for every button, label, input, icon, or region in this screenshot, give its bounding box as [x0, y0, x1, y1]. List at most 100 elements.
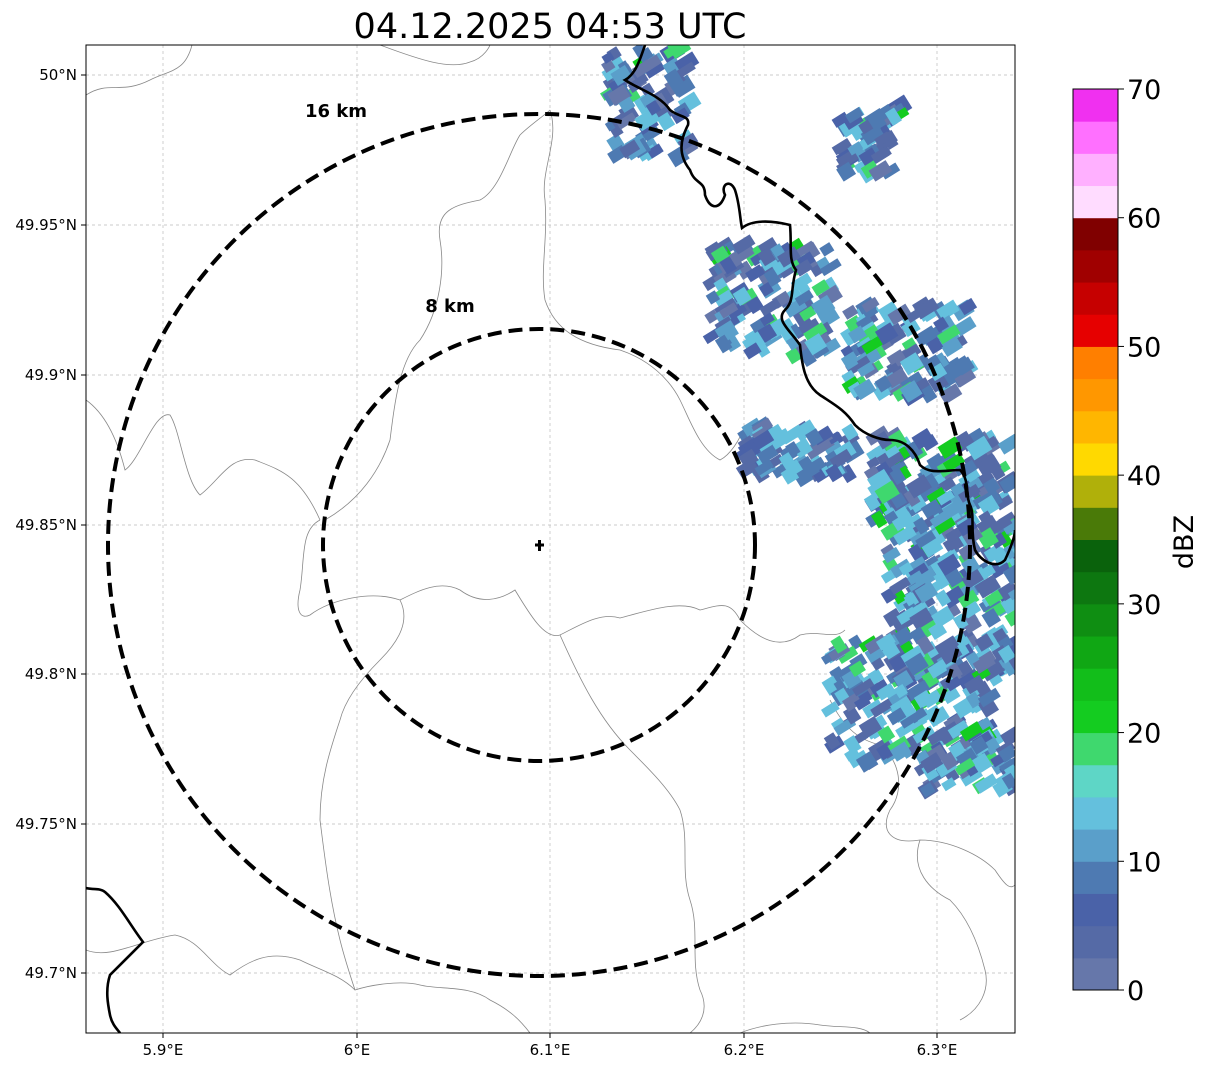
echo-cell [1007, 585, 1015, 601]
echo-cell [874, 131, 892, 147]
echo-cell [928, 362, 948, 382]
echo-cell [889, 576, 911, 595]
echo-cell [958, 297, 978, 316]
echo-cell [898, 561, 914, 576]
echo-cell [714, 334, 733, 354]
echo-cell [1001, 517, 1015, 535]
echo-cell [907, 543, 926, 562]
lat-tick-label: 50°N [39, 66, 77, 84]
echo-cell [915, 530, 937, 549]
colorbar-band [1073, 829, 1118, 862]
echo-cell [848, 634, 864, 651]
echo-cell [889, 741, 912, 762]
echo-cell [953, 316, 977, 337]
colorbar-tick-label: 40 [1127, 461, 1161, 492]
echo-cell [920, 752, 944, 774]
echo-cell [990, 532, 1007, 549]
echo-cell [871, 657, 885, 671]
echo-cell [974, 574, 1002, 599]
echo-cell [811, 279, 830, 297]
echo-cell [982, 477, 1001, 495]
echo-cell [931, 605, 955, 628]
echo-cell [988, 672, 1003, 687]
echo-cell [874, 375, 892, 393]
echo-cell [759, 297, 782, 317]
echo-cell [864, 644, 886, 665]
echo-cell [818, 307, 841, 328]
echo-cell [954, 368, 977, 388]
colorbar-band [1073, 764, 1118, 798]
echo-cell [825, 464, 844, 483]
lon-tick-label: 6°E [344, 1041, 371, 1059]
echo-cell [952, 613, 969, 631]
colorbar-tick-label: 70 [1127, 75, 1161, 106]
colorbar-band [1073, 796, 1118, 830]
colorbar-band [1073, 925, 1118, 959]
echo-cell [891, 511, 915, 532]
echo-cell [976, 470, 995, 487]
echo-cell [914, 580, 939, 604]
echo-cell [601, 51, 615, 64]
echo-cell [704, 309, 720, 324]
echo-cell [790, 272, 813, 292]
echo-cell [619, 139, 641, 159]
colorbar-tick-label: 20 [1127, 719, 1161, 750]
echo-cell [904, 440, 924, 460]
echo-cell [840, 351, 861, 371]
echo-cell [816, 256, 831, 271]
colorbar-band [1073, 603, 1118, 637]
echo-cell [861, 296, 880, 313]
echo-cell [858, 715, 883, 739]
echo-cell [848, 325, 867, 344]
colorbar-band [1073, 668, 1118, 701]
echo-cell [940, 751, 959, 771]
lat-tick-label: 49.85°N [15, 516, 77, 534]
echo-cell [841, 692, 863, 712]
map-panel [86, 45, 1015, 1033]
echo-cell [934, 517, 956, 535]
echo-cell [836, 645, 859, 664]
echo-cell [884, 107, 903, 126]
colorbar-bands [1073, 89, 1118, 991]
echo-cell [1008, 763, 1015, 784]
echo-cell [992, 627, 1008, 643]
echo-cell [991, 547, 1011, 568]
echo-cell [656, 111, 676, 132]
echo-cell [719, 255, 738, 275]
echo-cell [743, 342, 762, 360]
echo-cell [645, 99, 662, 116]
colorbar-band [1073, 861, 1118, 894]
echo-cell [633, 94, 653, 115]
echo-cell [977, 687, 1001, 708]
colorbar-band [1073, 378, 1118, 412]
echo-cell [856, 324, 881, 346]
radar-echoes [600, 45, 1015, 800]
echo-cell [901, 337, 918, 353]
echo-cell [998, 744, 1015, 763]
echo-cell [960, 613, 982, 634]
echo-cell [641, 54, 662, 73]
echo-cell [841, 376, 862, 394]
echo-cell [974, 773, 999, 794]
echo-cell [793, 419, 818, 442]
echo-cell [936, 299, 960, 321]
echo-cell [934, 635, 959, 657]
colorbar-tick-label: 60 [1127, 204, 1161, 235]
echo-cell [719, 302, 739, 319]
echo-cell [905, 679, 931, 701]
echo-cell [853, 695, 871, 711]
colorbar-frame [1072, 88, 1119, 991]
echo-cell [941, 686, 961, 705]
echo-cell [876, 742, 894, 761]
echo-cell [866, 456, 881, 470]
echo-cell [952, 492, 976, 516]
echo-cell [797, 462, 820, 483]
lon-axis: 5.9°E 6°E 6.1°E 6.2°E 6.3°E [143, 1033, 957, 1059]
echo-cell [959, 721, 984, 742]
echo-cell [831, 111, 850, 128]
echo-cell [861, 334, 885, 355]
echo-cell [863, 493, 881, 512]
echo-cell [710, 245, 730, 264]
echo-cell [941, 777, 957, 792]
echo-cell [738, 448, 759, 469]
